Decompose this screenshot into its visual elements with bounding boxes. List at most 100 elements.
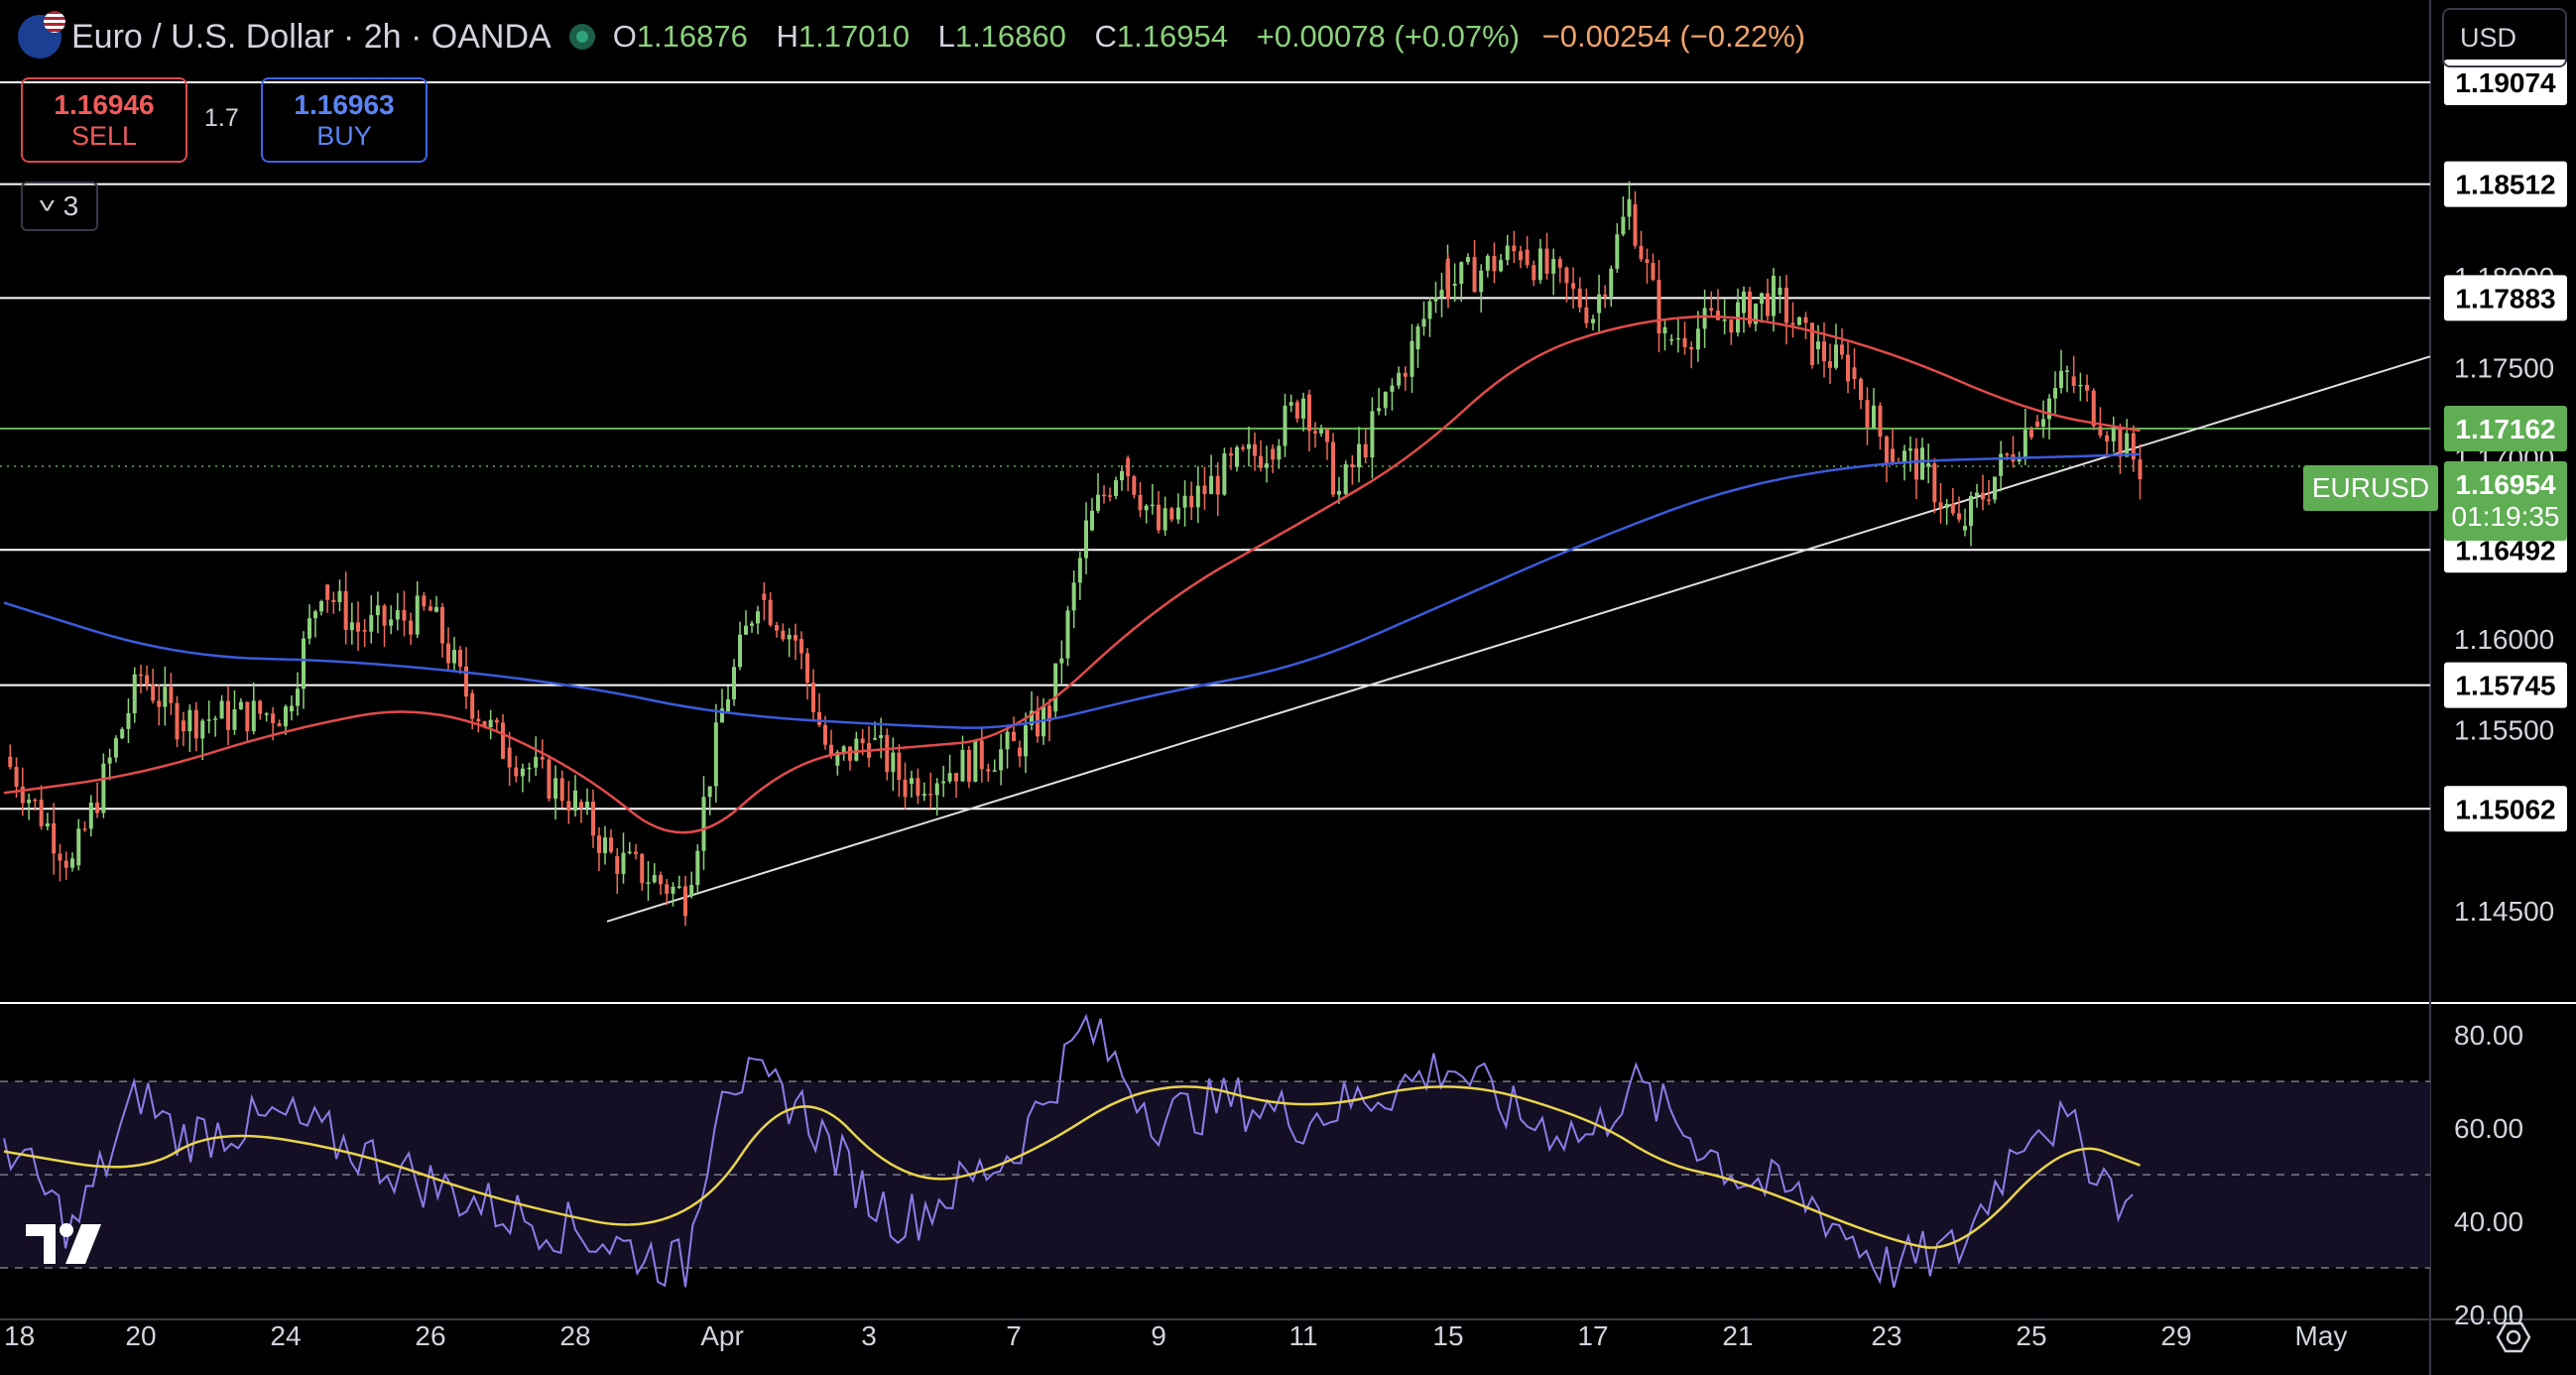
candle-body	[1803, 316, 1808, 323]
candle-body	[1512, 245, 1517, 252]
candle-body	[1675, 337, 1680, 340]
candle-body	[966, 749, 971, 782]
market-open-status-icon	[568, 24, 595, 50]
candle-body	[1662, 326, 1667, 334]
candle-body	[1350, 463, 1355, 468]
candle-body	[1024, 725, 1028, 757]
level-price-tag-5	[2444, 786, 2567, 832]
candle-body	[1603, 294, 1608, 297]
candle-body	[245, 701, 250, 732]
time-axis-tick-6: 3	[861, 1320, 877, 1351]
candle-body	[2029, 430, 2033, 438]
candle-body	[1564, 267, 1569, 284]
indicators-toggle-button[interactable]: ˅ 3	[21, 182, 98, 231]
trendline	[606, 355, 2431, 923]
candle-body	[319, 601, 323, 612]
candle-body	[113, 738, 118, 758]
rsi-axis-tick-0: 20.00	[2454, 1300, 2523, 1330]
candle-body	[440, 606, 444, 644]
candle-body	[1609, 268, 1614, 297]
candle-body	[1053, 663, 1058, 712]
candle-body	[2071, 376, 2076, 386]
rsi-axis-tick-3: 80.00	[2454, 1020, 2523, 1051]
candle-body	[238, 701, 243, 709]
candle-body	[290, 705, 294, 712]
currency-select[interactable]: USD	[2442, 8, 2567, 67]
candle-body	[811, 683, 815, 712]
symbol-price-label: EURUSD	[2303, 465, 2438, 511]
symbol-title[interactable]: Euro / U.S. Dollar · 2h · OANDA	[71, 17, 552, 56]
candle-body	[58, 853, 62, 861]
candle-body	[313, 611, 317, 619]
candle-body	[507, 747, 512, 768]
tradingview-logo-icon[interactable]	[26, 1222, 103, 1266]
level-price-label-4: 1.15745	[2455, 671, 2555, 701]
candle-body	[1222, 453, 1227, 495]
candle-body	[33, 800, 38, 802]
candle-body	[1150, 504, 1155, 507]
time-axis-tick-8: 9	[1151, 1320, 1166, 1351]
candle-body	[1485, 255, 1490, 271]
candle-body	[1938, 502, 1943, 509]
time-axis-tick-1: 20	[125, 1320, 156, 1351]
candle-body	[1132, 476, 1137, 495]
candle-body	[1077, 558, 1082, 583]
candle-body	[973, 740, 978, 782]
candle-body	[1932, 463, 1937, 503]
candle-body	[2041, 419, 2045, 427]
candle-body	[1872, 405, 1876, 428]
candle-body	[634, 851, 638, 854]
candle-body	[805, 653, 809, 684]
candle-body	[514, 767, 519, 777]
candle-body	[1182, 495, 1187, 508]
candle-body	[1283, 405, 1288, 446]
candle-body	[527, 767, 532, 770]
candle-body	[1748, 291, 1752, 324]
candle-body	[520, 768, 525, 777]
candle-body	[1999, 453, 2004, 476]
candle-body	[591, 802, 595, 836]
candle-body	[1885, 437, 1889, 465]
candle-body	[1059, 658, 1064, 664]
candle-body	[609, 837, 613, 852]
candle-body	[331, 599, 336, 602]
candle-body	[787, 634, 792, 640]
candle-body	[1018, 747, 1022, 757]
candle-body	[488, 719, 493, 728]
buy-button[interactable]: 1.16963 BUY	[261, 77, 428, 163]
candle-body	[206, 719, 211, 721]
candle-body	[1499, 260, 1504, 272]
candle-body	[768, 599, 773, 626]
candle-body	[1760, 293, 1764, 305]
candle-body	[139, 674, 143, 677]
chart-header: Euro / U.S. Dollar · 2h · OANDA O1.16876…	[18, 8, 1805, 65]
candle-body	[879, 734, 884, 739]
level-price-tag-2	[2444, 275, 2567, 321]
candle-body	[14, 767, 19, 787]
settings-gear-icon[interactable]	[2494, 1317, 2533, 1357]
candle-body	[1902, 450, 1906, 463]
candle-body	[1138, 494, 1143, 511]
open-value: 1.16876	[636, 19, 748, 54]
candle-body	[615, 856, 620, 874]
candle-body	[1229, 453, 1233, 456]
candle-body	[232, 708, 237, 730]
candle-body	[349, 622, 354, 630]
candle-body	[1325, 429, 1329, 442]
sell-button[interactable]: 1.16946 SELL	[21, 77, 187, 163]
candle-body	[1810, 322, 1814, 365]
low-value: 1.16860	[954, 19, 1066, 54]
candle-body	[2098, 426, 2103, 436]
time-axis-tick-16: May	[2295, 1320, 2348, 1351]
low-label: L	[937, 19, 955, 54]
candle-body	[1544, 248, 1549, 274]
candle-body	[676, 886, 681, 888]
candle-body	[1288, 402, 1293, 406]
candle-body	[258, 700, 263, 714]
candle-body	[1005, 731, 1010, 750]
candle-body	[264, 713, 269, 715]
candle-body	[39, 800, 44, 827]
candle-body	[296, 688, 300, 706]
ma-red-line	[3, 314, 2141, 834]
